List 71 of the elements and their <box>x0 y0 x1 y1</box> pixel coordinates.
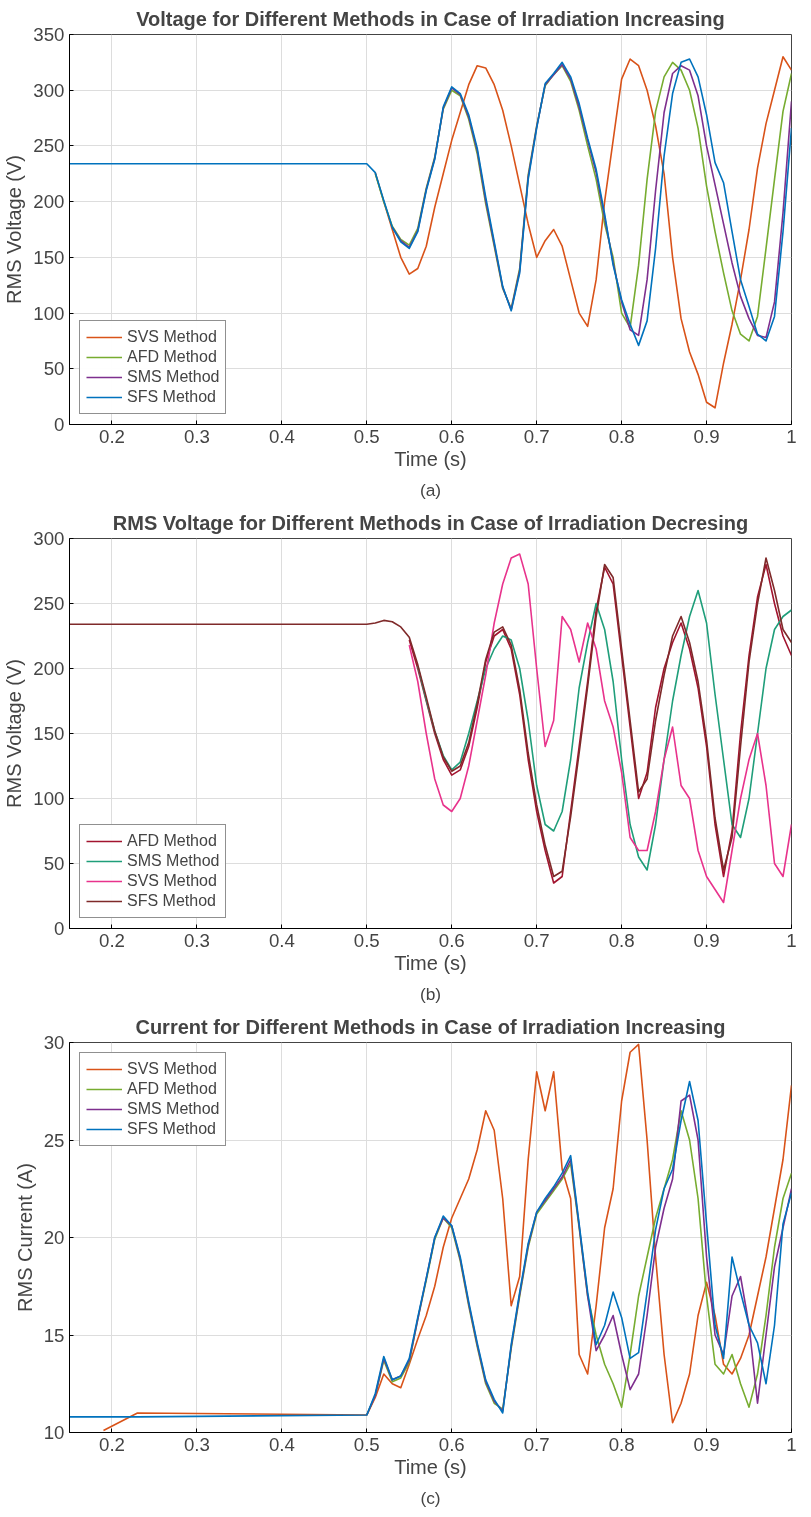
x-tick-label: 1 <box>786 1433 797 1455</box>
y-tick-label: 25 <box>43 1129 65 1151</box>
x-tick-label: 0.8 <box>608 425 635 447</box>
x-tick-label: 0.4 <box>268 425 295 447</box>
legend-label: SFS Method <box>127 388 216 406</box>
x-tick-label: 1 <box>786 425 797 447</box>
x-tick-label: 0.2 <box>99 1433 125 1455</box>
y-tick-label: 50 <box>43 853 65 874</box>
y-tick-label: 300 <box>33 79 65 101</box>
x-tick-label: 0.5 <box>353 425 380 447</box>
legend-label: SFS Method <box>127 1120 216 1138</box>
legend-label: AFD Method <box>127 1080 217 1098</box>
y-tick-label: 200 <box>33 191 65 213</box>
y-tick-label: 10 <box>43 1422 65 1443</box>
y-tick-label: 15 <box>43 1324 65 1346</box>
x-tick-label: 0.7 <box>523 929 550 951</box>
legend-label: AFD Method <box>127 832 217 850</box>
y-tick-label: 0 <box>54 918 65 939</box>
legend-label: SVS Method <box>127 328 217 346</box>
legend-label: SMS Method <box>127 368 220 386</box>
chart-title: Current for Different Methods in Case of Irradiation Increasing <box>135 1015 726 1038</box>
x-tick-label: 0.2 <box>99 929 125 951</box>
y-axis-title: RMS Voltage (V) <box>3 155 26 304</box>
y-tick-label: 50 <box>43 358 65 380</box>
x-tick-label: 0.2 <box>99 425 125 447</box>
x-tick-label: 0.8 <box>608 1433 635 1455</box>
legend-label: SFS Method <box>127 892 216 910</box>
y-tick-label: 300 <box>33 528 65 549</box>
text: (b) <box>419 983 442 1004</box>
y-tick-label: 20 <box>43 1227 65 1248</box>
x-tick-label: 0.6 <box>438 1433 465 1455</box>
y-tick-label: 100 <box>33 302 65 324</box>
x-tick-label: 0.5 <box>353 1433 380 1455</box>
legend-label: SMS Method <box>127 852 220 870</box>
y-tick-label: 250 <box>33 593 65 614</box>
y-tick-label: 100 <box>33 788 65 809</box>
x-tick-label: 0.6 <box>438 425 465 447</box>
y-axis-title: RMS Current (A) <box>13 1163 36 1312</box>
x-tick-label: 0.7 <box>523 1433 550 1455</box>
chart-title: Voltage for Different Methods in Case of Irradiation Increasing <box>136 7 725 30</box>
x-tick-label: 0.6 <box>438 929 465 951</box>
x-axis-title: Time (s) <box>394 951 467 974</box>
y-tick-label: 30 <box>43 1032 65 1053</box>
legend-label: SVS Method <box>127 872 217 890</box>
text: (c) <box>420 1487 441 1508</box>
y-tick-label: 150 <box>33 723 65 744</box>
x-tick-label: 0.9 <box>693 929 720 951</box>
text: (a) <box>419 479 442 500</box>
x-tick-label: 0.3 <box>183 929 210 951</box>
legend-label: AFD Method <box>127 348 217 366</box>
x-tick-label: 0.9 <box>693 1433 720 1455</box>
legend-label: SVS Method <box>127 1060 217 1078</box>
x-tick-label: 1 <box>786 929 797 951</box>
x-tick-label: 0.3 <box>183 1433 210 1455</box>
y-tick-label: 0 <box>54 414 65 435</box>
x-tick-label: 0.3 <box>183 425 210 447</box>
y-tick-label: 250 <box>33 135 65 157</box>
x-tick-label: 0.8 <box>608 929 635 951</box>
x-tick-label: 0.4 <box>268 929 295 951</box>
x-tick-label: 0.4 <box>268 1433 295 1455</box>
x-tick-label: 0.9 <box>693 425 720 447</box>
x-axis-title: Time (s) <box>394 1455 467 1478</box>
y-axis-title: RMS Voltage (V) <box>3 659 26 808</box>
x-axis-title: Time (s) <box>394 447 467 470</box>
legend-label: SMS Method <box>127 1100 220 1118</box>
x-tick-label: 0.5 <box>353 929 380 951</box>
y-tick-label: 200 <box>33 658 65 679</box>
x-tick-label: 0.7 <box>523 425 550 447</box>
y-tick-label: 350 <box>33 24 65 45</box>
chart-title: RMS Voltage for Different Methods in Case of Irradiation Decresing <box>112 511 749 534</box>
y-tick-label: 150 <box>33 246 65 268</box>
